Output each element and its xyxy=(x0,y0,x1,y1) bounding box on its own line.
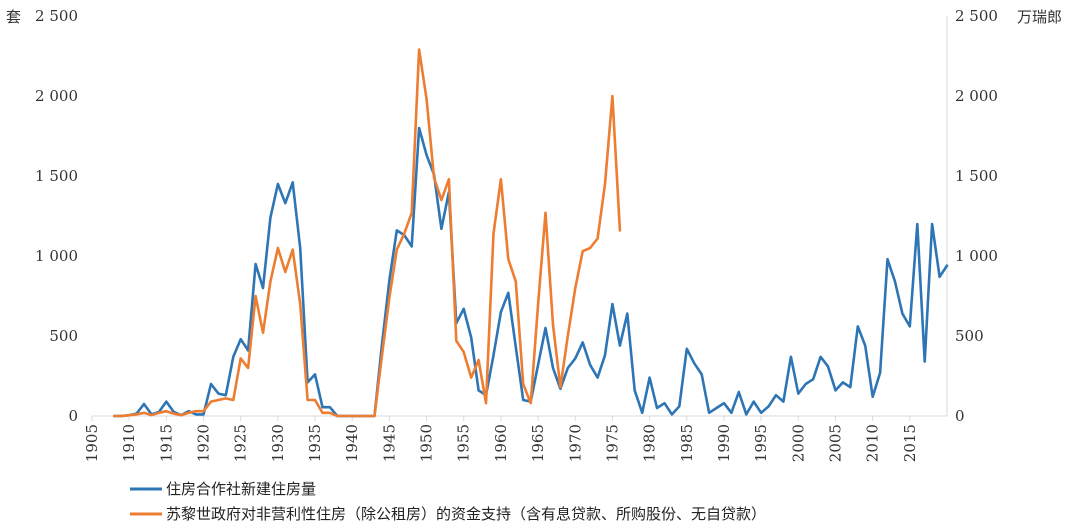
right-unit-label: 万瑞郎 xyxy=(1017,8,1062,26)
x-tick-label: 1920 xyxy=(195,424,213,462)
left-y-tick-label: 1 000 xyxy=(35,247,78,265)
x-tick-label: 2015 xyxy=(901,424,919,462)
x-tick-label: 1970 xyxy=(566,424,584,462)
series-line-zurich-funding xyxy=(113,48,622,418)
right-y-tick-label: 0 xyxy=(955,407,965,425)
right-y-tick-label: 500 xyxy=(955,327,984,345)
x-tick-label: 1975 xyxy=(603,424,621,462)
left-y-tick-label: 2 000 xyxy=(35,87,78,105)
x-tick-label: 2000 xyxy=(789,424,807,462)
x-tick-label: 1910 xyxy=(120,424,138,462)
right-y-tick-label: 1 000 xyxy=(955,247,998,265)
right-y-tick-label: 1 500 xyxy=(955,167,998,185)
left-y-tick-label: 500 xyxy=(49,327,78,345)
x-tick-label: 1990 xyxy=(715,424,733,462)
legend-label-housing-coop: 住房合作社新建住房量 xyxy=(166,480,316,498)
x-tick-label: 1930 xyxy=(269,424,287,462)
x-tick-label: 1905 xyxy=(83,424,101,462)
left-y-axis: 0 500 1 000 1 500 2 000 2 500 xyxy=(35,7,78,425)
left-unit-label: 套 xyxy=(6,8,21,26)
x-tick-label: 1950 xyxy=(418,424,436,462)
series-layer xyxy=(113,48,949,418)
x-tick-label: 1935 xyxy=(306,424,324,462)
x-tick-label: 1985 xyxy=(678,424,696,462)
legend: 住房合作社新建住房量 苏黎世政府对非营利性住房（除公租房）的资金支持（含有息贷款… xyxy=(130,480,766,523)
x-tick-label: 1995 xyxy=(752,424,770,462)
right-y-axis: 0 500 1 000 1 500 2 000 2 500 xyxy=(946,7,998,425)
x-tick-label: 1955 xyxy=(455,424,473,462)
x-axis: 1905 1910 1915 1920 1925 1930 1935 1940 1945 1950… xyxy=(83,415,947,462)
left-y-tick-label: 0 xyxy=(68,407,78,425)
right-y-tick-label: 2 000 xyxy=(955,87,998,105)
x-tick-label: 2005 xyxy=(826,424,844,462)
x-tick-label: 1925 xyxy=(232,424,250,462)
x-tick-label: 1940 xyxy=(343,424,361,462)
x-tick-label: 1945 xyxy=(380,424,398,462)
x-tick-label: 1960 xyxy=(492,424,510,462)
x-tick-label: 1980 xyxy=(641,424,659,462)
right-y-tick-label: 2 500 xyxy=(955,7,998,25)
legend-label-zurich-funding: 苏黎世政府对非营利性住房（除公租房）的资金支持（含有息贷款、所购股份、无自贷款） xyxy=(166,505,766,523)
left-y-tick-label: 1 500 xyxy=(35,167,78,185)
x-tick-label: 2010 xyxy=(864,424,882,462)
left-y-tick-label: 2 500 xyxy=(35,7,78,25)
x-tick-label: 1915 xyxy=(157,424,175,462)
x-tick-label: 1965 xyxy=(529,424,547,462)
